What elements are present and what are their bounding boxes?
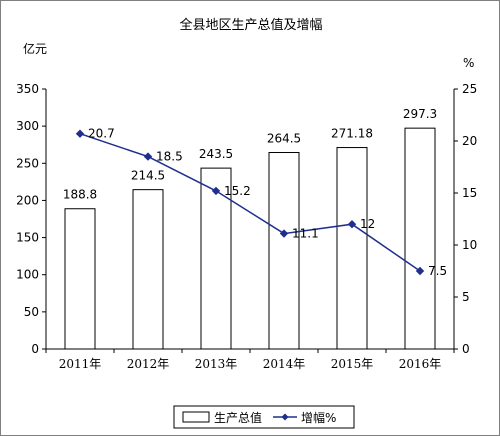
y-right-tick-label: 0	[462, 342, 470, 356]
legend-line-label: 增幅%	[301, 410, 336, 425]
bar	[404, 127, 436, 350]
x-tick-label: 2013年	[195, 357, 238, 371]
bar	[268, 152, 300, 350]
y-left-tick-label: 0	[31, 342, 39, 356]
y-left-axis-label: 亿元	[23, 41, 47, 56]
growth-data-label: 12	[360, 217, 375, 231]
growth-data-label: 20.7	[88, 127, 115, 141]
legend-box	[173, 405, 355, 429]
x-tick-label: 2015年	[331, 357, 374, 371]
x-tick-label: 2012年	[127, 357, 170, 371]
y-left-tick-label: 350	[16, 82, 39, 96]
line-series: 20.7 18.5 15.2 11.1 12 7.5	[75, 127, 447, 278]
growth-point	[415, 266, 425, 276]
axes: 0 50 100 150 200 250 300 350 0 5 10 15 20 25 2011年 2012…	[16, 82, 477, 371]
x-tick-label: 2011年	[59, 357, 102, 371]
growth-line	[79, 133, 421, 272]
legend-bar-swatch	[182, 411, 210, 423]
growth-data-label: 15.2	[224, 184, 251, 198]
y-right-tick-label: 15	[462, 186, 477, 200]
legend-bar-label: 生产总值	[214, 410, 262, 425]
y-right-tick-label: 20	[462, 134, 477, 148]
growth-data-label: 11.1	[292, 227, 319, 241]
growth-point	[143, 152, 153, 161]
bar-data-label: 214.5	[131, 169, 165, 183]
growth-point	[75, 129, 85, 138]
growth-point	[211, 186, 221, 196]
bar-data-label: 188.8	[63, 188, 97, 202]
y-right-axis-label: %	[463, 56, 474, 70]
growth-point	[279, 229, 289, 238]
bar-series: 188.8 214.5 243.5 264.5 271.18 297.3	[63, 107, 437, 350]
y-left-tick-label: 250	[16, 156, 39, 170]
bar	[336, 147, 368, 350]
bar	[200, 167, 232, 350]
bar	[132, 189, 164, 350]
y-right-tick-label: 5	[462, 290, 470, 304]
bar	[64, 208, 96, 350]
y-left-tick-label: 150	[16, 231, 39, 245]
bar-data-label: 243.5	[199, 147, 233, 161]
legend: 生产总值 增幅%	[173, 405, 355, 429]
y-left-tick-label: 100	[16, 268, 39, 282]
y-left-tick-label: 300	[16, 119, 39, 133]
x-tick-label: 2016年	[399, 357, 442, 371]
legend-line-marker	[281, 413, 289, 421]
chart-title: 全县地区生产总值及增幅	[179, 17, 322, 33]
y-right-tick-label: 25	[462, 82, 477, 96]
y-right-tick-label: 10	[462, 238, 477, 252]
bar-data-label: 264.5	[267, 132, 301, 146]
growth-data-label: 7.5	[428, 264, 447, 278]
y-left-tick-label: 200	[16, 193, 39, 207]
y-left-tick-label: 50	[24, 305, 39, 319]
bar-data-label: 297.3	[403, 107, 437, 121]
x-tick-label: 2014年	[263, 357, 306, 371]
growth-data-label: 18.5	[156, 150, 183, 164]
bar-data-label: 271.18	[331, 127, 373, 141]
growth-point	[347, 219, 357, 229]
